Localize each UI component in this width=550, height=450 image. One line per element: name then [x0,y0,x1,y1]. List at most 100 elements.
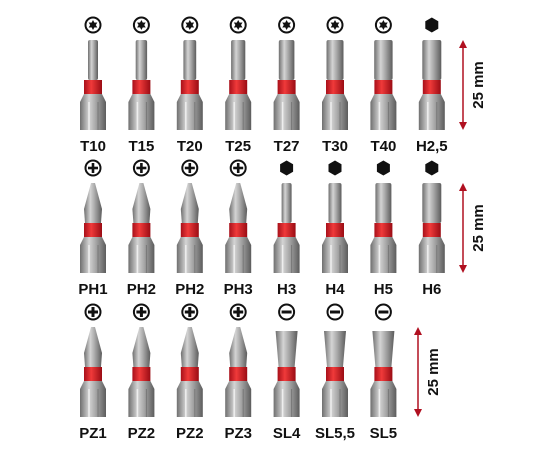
cross-v [188,307,192,317]
bit-body [322,237,348,273]
drive-icon [84,159,102,177]
drive-icon [132,159,150,177]
bit-label: PZ2 [128,425,156,442]
bit [176,183,203,273]
bit-body [176,381,203,417]
cross-v [139,307,143,317]
icon-ring [326,303,344,321]
torx-star [185,20,195,30]
bit [128,327,155,417]
bit-band [422,223,441,237]
bit-label: T15 [128,138,154,155]
bit-label: T25 [225,138,251,155]
bit [128,40,155,130]
bit-label: PZ3 [224,425,252,442]
bit-body [370,94,397,130]
bit-body [128,94,155,130]
bit-band [132,367,151,381]
bit-label: T27 [274,138,300,155]
bit-label: PH1 [78,281,107,298]
bit [273,331,300,417]
bit-body [176,237,203,273]
bit-tip [132,183,151,223]
dimension-arrow [414,327,422,335]
drive-icon [278,16,296,34]
bit [322,40,348,130]
bit-body [418,94,445,130]
bit [225,183,252,273]
cross-v [91,163,95,173]
hex-icon [425,17,439,33]
dimension-arrow [459,265,467,273]
bit-tip [88,40,98,80]
bit-label: SL5,5 [315,425,355,442]
bit-band [229,223,248,237]
bit [176,327,203,417]
bit-tip [372,331,395,367]
bit-band [229,80,248,94]
bit-band [374,367,393,381]
bit-tip [180,183,199,223]
bit-body [80,237,106,273]
bit-band [132,80,151,94]
torx-star [88,20,98,30]
bit [80,327,106,417]
drive-icon [84,303,102,321]
bit-body [273,237,300,273]
bit [273,183,300,273]
bit-band [374,223,393,237]
icon-ring [132,16,150,34]
dimension-label: 25 mm [470,61,487,109]
hex-icon [376,160,390,176]
bit-body [176,94,203,130]
cross-v [236,163,240,173]
icon-ring [374,303,392,321]
bit-label: H6 [422,281,441,298]
bit-tip [84,327,102,367]
icon-ring [229,159,247,177]
bit-label: SL5 [370,425,398,442]
torx-star [330,20,340,30]
icon-ring [229,303,247,321]
bit-tip [135,40,148,80]
dimension-label: 25 mm [470,204,487,252]
bit-body [80,381,106,417]
bit-label: SL4 [273,425,301,442]
drive-icon [181,303,199,321]
icon-ring [181,159,199,177]
bit-label: T10 [80,138,106,155]
bit-band [277,367,296,381]
drive-icon [374,303,392,321]
hex-icon [425,160,439,176]
bit-label: PH3 [224,281,253,298]
bit-tip [422,183,442,223]
bit-band [326,80,344,94]
cross-v [188,163,192,173]
bit-body [225,237,252,273]
bit-label: T20 [177,138,203,155]
bit [370,40,397,130]
bit-label: T30 [322,138,348,155]
bit-body [322,94,348,130]
bit-tip [180,327,199,367]
bit [418,40,445,130]
icon-ring [278,303,296,321]
bit [128,183,155,273]
bit-label: H5 [374,281,393,298]
bit-band [132,223,151,237]
bit-body [418,237,445,273]
bit-label: T40 [370,138,396,155]
bit-tip [132,327,151,367]
bit-tip [183,40,197,80]
icon-ring [181,16,199,34]
icon-ring [181,303,199,321]
slot-bar [330,310,340,314]
bit-band [326,223,344,237]
bit-band [277,223,296,237]
bit-band [229,367,248,381]
torx-star [282,20,291,30]
drive-icon [132,16,150,34]
bit [225,40,252,130]
bit [80,183,106,273]
